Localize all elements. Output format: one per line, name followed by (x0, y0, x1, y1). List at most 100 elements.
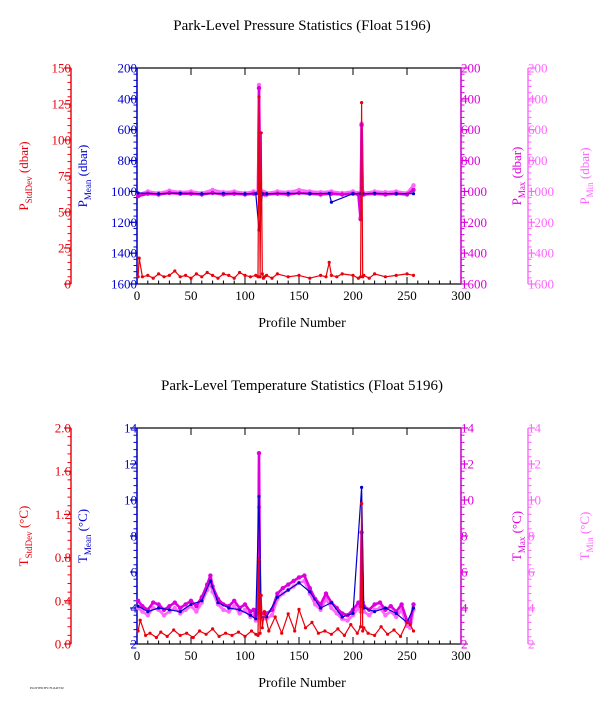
data-point-std (265, 273, 269, 277)
data-point-std (243, 273, 247, 277)
data-point-std (362, 626, 366, 630)
y-axis-label-mean: PMean (dbar) (75, 145, 93, 208)
y-tick-label-max: 400 (461, 91, 481, 106)
y-tick-label-max: 2 (461, 637, 468, 652)
chart-title: Park-Level Temperature Statistics (Float… (161, 378, 443, 394)
y-tick-label-std: 125 (52, 97, 72, 112)
data-point-mean (157, 606, 161, 610)
data-point-std (394, 273, 398, 277)
data-point-min (367, 613, 372, 618)
x-axis-label: Profile Number (258, 676, 346, 691)
data-point-min (383, 613, 388, 618)
y-tick-label-min: 1400 (528, 246, 554, 261)
data-point-std (273, 615, 277, 619)
data-point-std (262, 610, 266, 614)
x-tick-label: 0 (134, 288, 141, 303)
data-point-std (405, 272, 409, 276)
y-tick-label-std: 2.0 (55, 421, 71, 436)
data-point-max (183, 602, 188, 607)
data-point-mean (257, 494, 261, 498)
x-tick-label: 250 (397, 648, 417, 663)
data-point-min (221, 607, 226, 612)
data-point-std (148, 631, 152, 635)
y-tick-label-mean: 1200 (111, 215, 137, 230)
data-point-std (267, 629, 271, 633)
data-point-mean (200, 192, 204, 196)
y-tick-label-mean: 8 (131, 529, 138, 544)
y-tick-label-mean: 14 (124, 421, 138, 436)
data-point-max (411, 187, 416, 193)
data-point-std (165, 634, 169, 639)
data-point-std (349, 623, 353, 627)
data-point-max (167, 604, 172, 609)
data-point-std (137, 256, 141, 260)
y-tick-label-max: 1000 (461, 184, 487, 199)
data-point-min (394, 614, 399, 620)
y-tick-label-min: 2 (528, 637, 535, 652)
data-point-std (185, 631, 189, 635)
y-tick-label-min: 200 (528, 61, 548, 76)
footer-label: PLOTTED BY: FLOATVIZ (30, 686, 64, 690)
data-point-mean (373, 191, 377, 195)
data-point-mean (254, 192, 258, 196)
x-tick-label: 150 (289, 648, 309, 663)
data-point-max (280, 586, 285, 591)
data-point-std (367, 276, 371, 280)
data-point-std (324, 275, 328, 279)
series-line-std (137, 96, 414, 279)
y-axis-label-mean: TMean (°C) (75, 509, 93, 563)
data-point-min (242, 607, 248, 612)
y-tick-label-min: 1000 (528, 184, 554, 199)
data-point-std (217, 634, 221, 639)
x-tick-label: 50 (185, 648, 198, 663)
data-point-min (194, 609, 199, 614)
data-point-std (293, 629, 297, 633)
data-point-std (178, 633, 182, 638)
x-tick-label: 200 (343, 648, 363, 663)
data-point-std (136, 275, 140, 279)
data-point-mean (308, 192, 312, 196)
series-line-mean (138, 192, 414, 231)
x-tick-label: 0 (134, 648, 141, 663)
data-point-std (258, 631, 262, 635)
data-point-std (327, 260, 331, 264)
y-tick-label-max: 1600 (461, 277, 487, 292)
data-point-std (157, 272, 161, 276)
y-tick-label-min: 800 (528, 153, 548, 168)
data-point-std (243, 634, 247, 639)
data-point-std (342, 633, 346, 638)
data-point-max (172, 600, 177, 605)
y-tick-label-max: 6 (461, 565, 468, 580)
data-point-std (259, 593, 263, 598)
data-point-std (362, 273, 366, 277)
data-point-mean (286, 588, 290, 592)
data-point-mean (319, 606, 323, 610)
y-tick-label-std: 0 (65, 277, 72, 292)
data-point-min (313, 602, 318, 607)
y-tick-label-mean: 1400 (111, 246, 137, 261)
data-point-std (359, 625, 363, 629)
data-point-mean (329, 601, 333, 605)
y-tick-label-min: 400 (528, 91, 548, 106)
y-tick-label-mean: 200 (118, 61, 138, 76)
data-point-std (151, 276, 155, 280)
data-point-std (136, 629, 140, 633)
data-point-mean (394, 611, 398, 616)
data-point-mean (411, 192, 416, 196)
data-point-max (156, 602, 161, 607)
y-tick-label-std: 150 (52, 61, 72, 76)
data-point-std (411, 273, 416, 277)
y-tick-label-min: 4 (528, 601, 535, 616)
data-point-mean (146, 610, 150, 614)
data-point-std (275, 272, 279, 276)
data-point-mean (208, 579, 212, 583)
data-point-std (260, 272, 264, 276)
data-point-max (178, 605, 183, 611)
x-tick-label: 100 (235, 648, 255, 663)
data-point-max (256, 451, 262, 456)
y-tick-label-min: 10 (528, 493, 541, 508)
data-point-std (200, 275, 204, 279)
y-tick-label-min: 600 (528, 122, 548, 137)
data-point-mean (351, 192, 355, 196)
data-point-max (296, 575, 302, 580)
